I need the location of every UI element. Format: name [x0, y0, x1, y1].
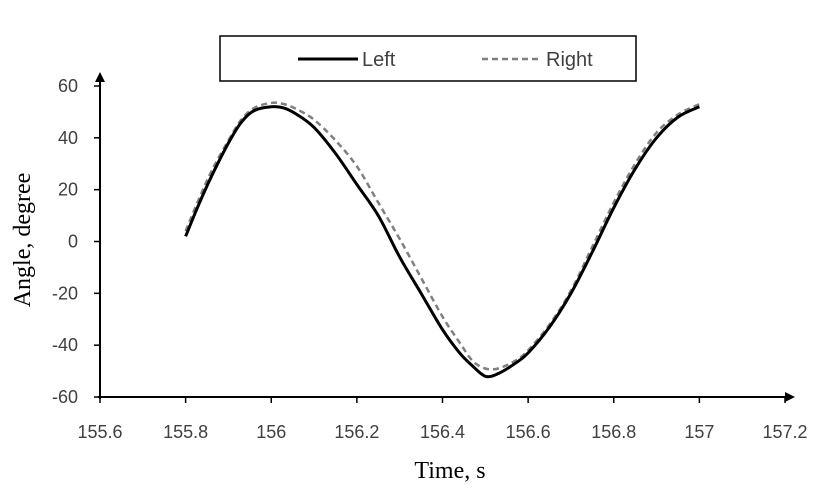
y-tick-label: -40	[52, 335, 78, 355]
x-tick-label: 156.8	[591, 422, 636, 442]
series-lines	[184, 101, 701, 379]
x-tick-label: 156.2	[334, 422, 379, 442]
x-axis-arrow	[785, 392, 795, 402]
legend-label-left: Left	[362, 49, 396, 71]
y-tick-label: 0	[68, 232, 78, 252]
legend: Left Right	[219, 35, 637, 82]
x-tick-label: 155.8	[163, 422, 208, 442]
x-tick-label: 157.2	[762, 422, 807, 442]
y-tick-label: 60	[58, 76, 78, 96]
series-line-left	[184, 105, 701, 379]
legend-label-right: Right	[546, 49, 593, 71]
series-line-right	[184, 101, 700, 371]
x-tick-labels: 155.6 155.8 156 156.2 156.4 156.6 156.8 157 157.…	[77, 422, 807, 442]
legend-box	[219, 35, 637, 82]
y-tick-label: 20	[58, 180, 78, 200]
x-tick-label: 157	[684, 422, 714, 442]
y-tick-label: -20	[52, 283, 78, 303]
y-tick-label: 40	[58, 128, 78, 148]
axes	[94, 72, 795, 403]
y-tick-label: -60	[52, 387, 78, 407]
x-axis-title: Time, s	[414, 458, 485, 484]
x-tick-label: 156.6	[506, 422, 551, 442]
y-axis-arrow	[95, 72, 105, 82]
x-tick-label: 156.4	[420, 422, 465, 442]
x-tick-label: 156	[256, 422, 286, 442]
y-tick-labels: 60 40 20 0 -20 -40 -60	[52, 76, 78, 407]
y-axis-title: Angle, degree	[10, 173, 36, 308]
x-tick-label: 155.6	[77, 422, 122, 442]
